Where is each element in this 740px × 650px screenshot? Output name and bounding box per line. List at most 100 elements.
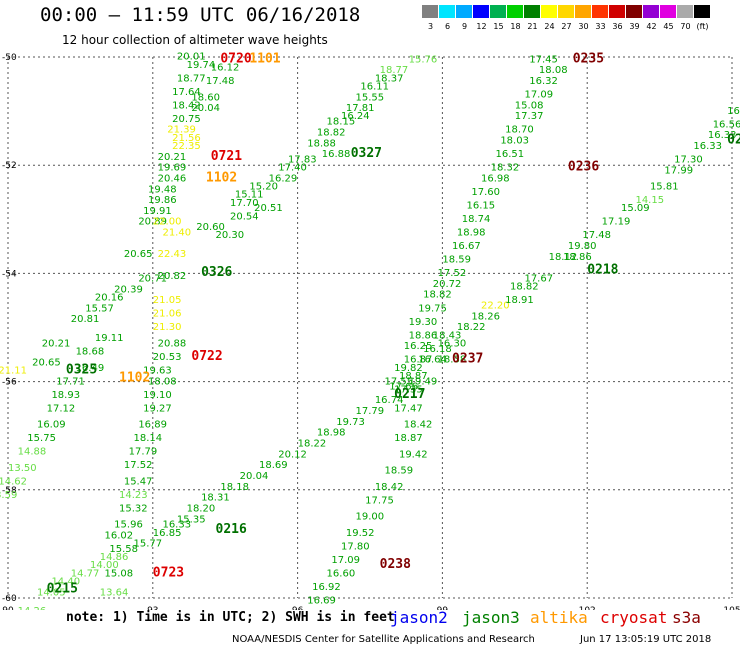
swh-value: 17.47 xyxy=(394,403,423,414)
swh-value: 17.30 xyxy=(674,154,703,165)
swh-value: 20.75 xyxy=(172,114,201,125)
swh-value: 15.32 xyxy=(119,503,148,514)
swh-value: 19.42 xyxy=(399,449,428,460)
swh-value: 14.40 xyxy=(51,576,80,587)
swh-value: 16.29 xyxy=(269,173,298,184)
color-scale-cell xyxy=(524,5,541,18)
x-tick-label: 96 xyxy=(292,606,304,610)
swh-value: 15.11 xyxy=(235,190,264,201)
color-scale-label: 42 xyxy=(646,22,657,31)
swh-value: 18.93 xyxy=(51,390,80,401)
swh-value: 21.06 xyxy=(153,309,182,320)
y-tick-label: -54 xyxy=(2,269,17,279)
swh-value: 20.46 xyxy=(158,173,187,184)
swh-value: 17.67 xyxy=(524,274,553,285)
swh-value: 17.81 xyxy=(346,103,375,114)
y-tick-label: -56 xyxy=(2,378,17,388)
swh-value: 20.71 xyxy=(138,274,167,285)
swh-value: 19.73 xyxy=(336,417,365,428)
x-tick-label: 99 xyxy=(437,606,449,610)
pass-time-label: 0721 xyxy=(211,149,242,164)
swh-value: 21.56 xyxy=(172,133,201,144)
swh-value: 20.88 xyxy=(158,338,187,349)
swh-value: 19.86 xyxy=(148,195,177,206)
pass-time-label: 0720 xyxy=(220,51,251,66)
swh-value: 19.91 xyxy=(143,206,172,217)
color-scale-cell xyxy=(592,5,609,18)
swh-value: 16.87 xyxy=(404,355,433,366)
swh-value: 18.70 xyxy=(505,125,534,136)
swh-value: 20.53 xyxy=(153,352,182,363)
swh-value: 17.48 xyxy=(206,76,235,87)
swh-value: 17.60 xyxy=(471,187,500,198)
swh-value: 14.05 xyxy=(37,587,66,598)
swh-value: 16.09 xyxy=(37,420,66,431)
swh-value: 18.43 xyxy=(433,330,462,341)
swh-value: 18.59 xyxy=(442,255,471,266)
swh-value: 15.20 xyxy=(249,182,278,193)
swh-value: 17.48 xyxy=(582,230,611,241)
color-scale-cell xyxy=(677,5,694,18)
swh-value: 21.30 xyxy=(153,322,182,333)
y-tick-label: -50 xyxy=(2,53,17,63)
color-scale-label: (ft) xyxy=(696,22,709,31)
swh-value: 16.24 xyxy=(341,111,370,122)
swh-value: 16.11 xyxy=(360,81,389,92)
pass-time-label: 0723 xyxy=(153,565,184,580)
swh-value: 20.04 xyxy=(240,471,269,482)
x-tick-label: 105 xyxy=(723,606,740,610)
swh-value: 15.47 xyxy=(124,476,153,487)
color-scale-cell xyxy=(558,5,575,18)
color-scale-label: 6 xyxy=(444,22,451,31)
pass-time-label: 0218 xyxy=(587,262,618,277)
swh-value: 14.77 xyxy=(71,568,100,579)
swh-value: 16.60 xyxy=(327,568,356,579)
swh-value: 20.39 xyxy=(114,284,143,295)
swh-value: 16.18 xyxy=(423,344,452,355)
swh-value: 15.75 xyxy=(27,433,56,444)
pass-time-label: 0217 xyxy=(394,387,425,402)
swh-value: 16.98 xyxy=(481,173,510,184)
swh-value: 17.79 xyxy=(129,447,158,458)
legend-altika: altika xyxy=(530,608,588,627)
swh-value: 18.26 xyxy=(471,311,500,322)
pass-time-label: 1101 xyxy=(249,51,280,66)
swh-value: 16 xyxy=(727,106,740,117)
x-tick-label: 90 xyxy=(2,606,14,610)
swh-value: 20.21 xyxy=(158,152,187,163)
swh-value: 17.12 xyxy=(47,403,76,414)
x-tick-label: 93 xyxy=(147,606,158,610)
swh-value: 17.37 xyxy=(515,111,544,122)
swh-value: 17.09 xyxy=(331,555,360,566)
swh-value: 19.11 xyxy=(95,333,124,344)
swh-value: 19.27 xyxy=(143,403,172,414)
swh-value: 20.72 xyxy=(433,279,462,290)
credit-line: NOAA/NESDIS Center for Satellite Applica… xyxy=(232,634,535,645)
swh-value: 13.59 xyxy=(0,490,17,501)
pass-time-label: 0238 xyxy=(380,557,411,572)
swh-value: 17.55 xyxy=(384,376,413,387)
color-scale-label: 33 xyxy=(595,22,606,31)
swh-value: 15.09 xyxy=(621,203,650,214)
swh-value: 20.21 xyxy=(42,338,71,349)
swh-value: 17.66 xyxy=(389,382,418,393)
swh-value: 20.30 xyxy=(216,230,245,241)
pass-time-label: 0327 xyxy=(351,146,382,161)
swh-value: 18.31 xyxy=(201,493,230,504)
swh-value: 18.22 xyxy=(457,322,486,333)
plot-grid xyxy=(7,56,733,599)
color-scale-label: 36 xyxy=(612,22,623,31)
legend-s3a: s3a xyxy=(672,608,701,627)
swh-value: 18.82 xyxy=(510,282,539,293)
swh-value: 18.20 xyxy=(187,503,216,514)
color-scale-label: 21 xyxy=(527,22,538,31)
swh-value: 20.12 xyxy=(278,449,307,460)
swh-value: 19.69 xyxy=(158,163,187,174)
swh-value: 19.80 xyxy=(568,241,597,252)
swh-value: 20.65 xyxy=(124,249,153,260)
swh-value: 21.40 xyxy=(162,228,191,239)
swh-value: 18.74 xyxy=(462,214,491,225)
swh-value: 18.42 xyxy=(172,100,201,111)
swh-value: 14.23 xyxy=(119,490,148,501)
swh-value: 17.75 xyxy=(365,495,394,506)
